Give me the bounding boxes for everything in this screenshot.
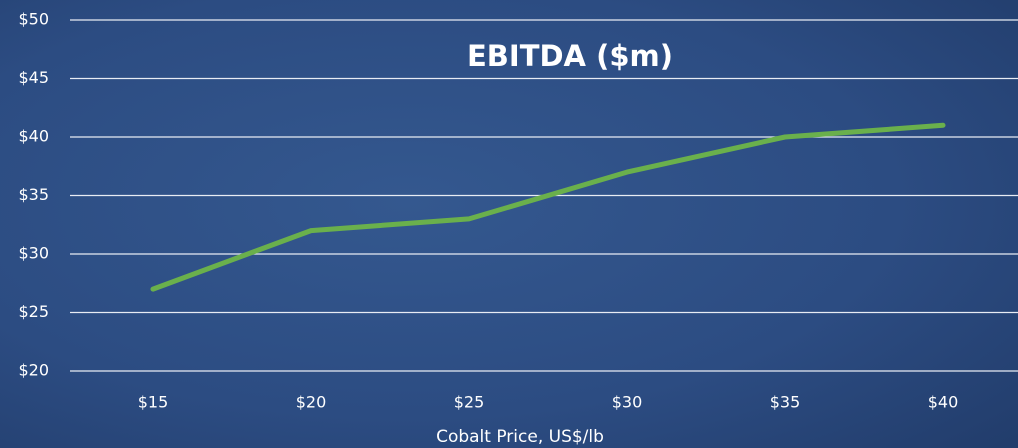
y-tick-label: $40 xyxy=(18,127,49,146)
x-tick-label: $20 xyxy=(296,393,327,412)
y-tick-label: $45 xyxy=(18,68,49,87)
x-tick-label: $15 xyxy=(138,393,169,412)
chart-title: EBITDA ($m) xyxy=(467,39,673,73)
x-tick-label: $25 xyxy=(454,393,485,412)
x-tick-label: $30 xyxy=(612,393,643,412)
y-tick-label: $25 xyxy=(18,302,49,321)
y-tick-label: $35 xyxy=(18,185,49,204)
y-tick-label: $30 xyxy=(18,244,49,263)
x-tick-label: $40 xyxy=(928,393,959,412)
x-axis-label: Cobalt Price, US$/lb xyxy=(436,427,604,447)
data-line xyxy=(150,122,946,292)
y-tick-label: $20 xyxy=(18,361,49,380)
y-tick-label: $50 xyxy=(18,10,49,29)
x-tick-label: $35 xyxy=(770,393,801,412)
